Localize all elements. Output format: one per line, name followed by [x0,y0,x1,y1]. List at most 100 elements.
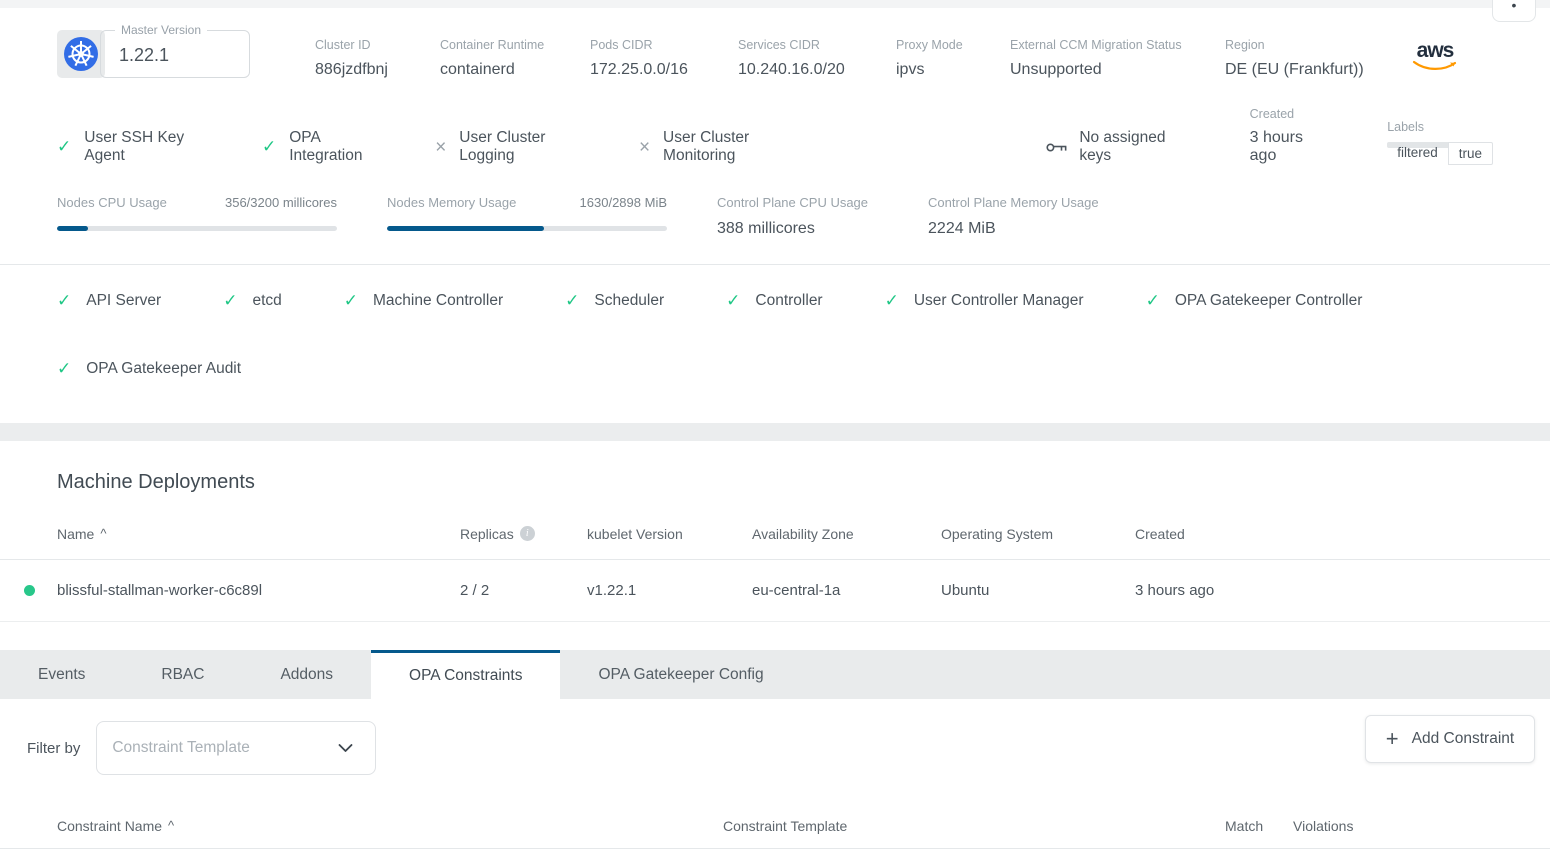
stat-proxy-mode: Proxy Mode ipvs [896,38,980,79]
usage-value: 2224 MiB [928,220,1099,238]
health-opa-gatekeeper-controller: ✓ OPA Gatekeeper Controller [1146,291,1363,311]
created-value: 3 hours ago [1250,129,1326,165]
column-created: Created [1135,526,1550,542]
check-icon: ✓ [57,359,71,379]
column-label: Created [1135,526,1185,542]
usage-value: 1630/2898 MiB [580,195,667,210]
column-label: Constraint Template [723,818,847,834]
cross-icon: × [639,140,650,155]
tab-opa-constraints[interactable]: OPA Constraints [371,650,560,699]
column-label: Availability Zone [752,526,854,542]
health-label: OPA Gatekeeper Audit [86,360,241,378]
ssh-keys-status: No assigned keys [1046,129,1188,165]
progress-fill [57,226,88,231]
cluster-actions-menu-button[interactable]: • [1492,0,1536,22]
machine-deployments-header: Name ^ Replicas i kubelet Version Availa… [0,508,1550,560]
health-user-controller-manager: ✓ User Controller Manager [885,291,1084,311]
stat-value: 886jzdfbnj [315,61,410,79]
cluster-feature-row: ✓ User SSH Key Agent ✓ OPA Integration ×… [57,107,1493,165]
stat-value: 172.25.0.0/16 [590,61,708,79]
master-version-value: 1.22.1 [119,45,249,66]
feature-user-cluster-logging: × User Cluster Logging [435,129,587,165]
stat-label: Cluster ID [315,38,410,52]
stat-label: Proxy Mode [896,38,980,52]
stat-value: Unsupported [1010,61,1195,79]
column-label: Constraint Name [57,818,162,834]
usage-label: Control Plane CPU Usage [717,195,868,210]
kubernetes-wheel-icon [63,36,99,72]
resource-usage-row: Nodes CPU Usage 356/3200 millicores Node… [57,195,1493,238]
health-label: Controller [755,292,822,310]
usage-value: 356/3200 millicores [225,195,337,210]
sort-asc-icon: ^ [100,526,106,541]
health-api-server: ✓ API Server [57,291,161,311]
stat-value: ipvs [896,61,980,79]
master-version-field: Master Version 1.22.1 [100,30,250,78]
labels-label: Labels [1387,120,1493,134]
add-constraint-label: Add Constraint [1412,730,1515,748]
tab-addons[interactable]: Addons [242,650,371,699]
info-icon[interactable]: i [520,526,535,541]
chevron-down-icon [338,744,353,753]
column-label: Operating System [941,526,1053,542]
machine-deployments-title: Machine Deployments [0,471,1550,494]
stat-value: 10.240.16.0/20 [738,61,866,79]
usage-label: Nodes CPU Usage [57,195,167,210]
stat-pods-cidr: Pods CIDR 172.25.0.0/16 [590,38,708,79]
ssh-keys-label: No assigned keys [1079,129,1187,165]
tab-label: Events [38,666,85,684]
stat-label: External CCM Migration Status [1010,38,1195,52]
stat-container-runtime: Container Runtime containerd [440,38,560,79]
constraints-table-header: Constraint Name ^ Constraint Template Ma… [0,803,1550,849]
health-opa-gatekeeper-audit: ✓ OPA Gatekeeper Audit [57,359,241,379]
check-icon: ✓ [57,291,71,311]
health-label: etcd [252,292,281,310]
stat-cluster-id: Cluster ID 886jzdfbnj [315,38,410,79]
feature-label: User Cluster Logging [459,129,587,165]
cross-icon: × [435,140,446,155]
usage-value: 388 millicores [717,220,868,238]
health-machine-controller: ✓ Machine Controller [344,291,503,311]
deployment-name: blissful-stallman-worker-c6c89l [57,582,460,599]
control-plane-health: ✓ API Server ✓ etcd ✓ Machine Controller… [57,265,1493,423]
labels-block: Labels filtered true [1387,120,1493,165]
machine-deployment-row[interactable]: blissful-stallman-worker-c6c89l 2 / 2 v1… [0,560,1550,622]
menu-dot-icon: • [1512,0,1517,13]
page-top-strip [0,0,1550,8]
cluster-info-row: Master Version 1.22.1 Cluster ID 886jzdf… [57,8,1493,79]
constraints-filter-row: Filter by Constraint Template + Add Cons… [0,699,1550,775]
health-label: OPA Gatekeeper Controller [1175,292,1363,310]
add-constraint-button[interactable]: + Add Constraint [1365,715,1535,763]
stat-region: Region DE (EU (Frankfurt)) [1225,38,1385,79]
label-chips: filtered true [1387,142,1493,165]
constraint-template-select[interactable]: Constraint Template [96,721,376,775]
tab-opa-gatekeeper-config[interactable]: OPA Gatekeeper Config [560,650,801,699]
nodes-memory-usage: Nodes Memory Usage 1630/2898 MiB [387,195,667,238]
stat-value: DE (EU (Frankfurt)) [1225,61,1385,79]
health-label: Scheduler [594,292,664,310]
plus-icon: + [1386,729,1399,749]
column-replicas: Replicas i [460,526,587,542]
column-constraint-name[interactable]: Constraint Name ^ [57,818,723,834]
column-label: Match [1225,818,1263,834]
cluster-detail-page: Master Version 1.22.1 Cluster ID 886jzdf… [0,0,1550,851]
health-label: Machine Controller [373,292,503,310]
tab-events[interactable]: Events [0,650,123,699]
usage-label: Control Plane Memory Usage [928,195,1099,210]
column-availability-zone: Availability Zone [752,526,941,542]
cluster-summary-card: Master Version 1.22.1 Cluster ID 886jzdf… [0,8,1550,423]
sort-asc-icon: ^ [168,818,174,833]
stat-services-cidr: Services CIDR 10.240.16.0/20 [738,38,866,79]
aws-smile-icon [1412,60,1458,72]
deployment-replicas: 2 / 2 [460,582,587,599]
opa-constraints-panel: Filter by Constraint Template + Add Cons… [0,699,1550,851]
tab-label: OPA Constraints [409,667,522,685]
stat-label: Container Runtime [440,38,560,52]
tab-rbac[interactable]: RBAC [123,650,242,699]
check-icon: ✓ [262,137,276,157]
column-constraint-template: Constraint Template [723,818,1225,834]
column-operating-system: Operating System [941,526,1135,542]
stat-ccm-migration: External CCM Migration Status Unsupporte… [1010,38,1195,79]
master-version-label: Master Version [115,23,207,37]
column-name[interactable]: Name ^ [57,526,460,542]
